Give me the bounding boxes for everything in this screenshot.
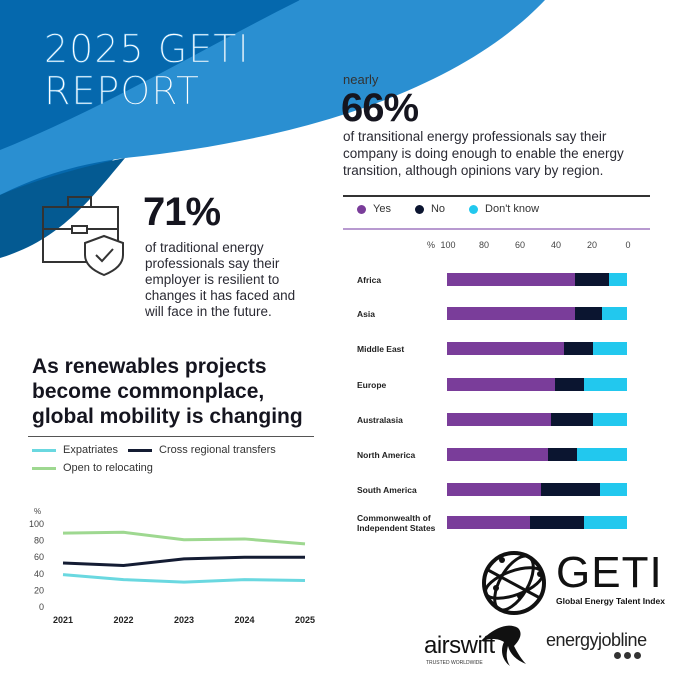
bar-segment-yes bbox=[447, 483, 541, 496]
airswift-logo: airswift bbox=[424, 632, 495, 659]
legend-dot-icon bbox=[414, 204, 424, 214]
geti-logo-text: GETI bbox=[556, 548, 663, 597]
bar-segment-no bbox=[574, 307, 602, 320]
axis-unit-label: % bbox=[427, 240, 436, 250]
energyjobline-icons bbox=[614, 652, 641, 659]
bar-segment-don-t-know bbox=[609, 273, 627, 286]
x-tick-label: 2022 bbox=[113, 615, 133, 625]
bar-segment-no bbox=[547, 448, 577, 461]
x-tick-label: 0 bbox=[625, 240, 631, 250]
airswift-bird-icon bbox=[480, 625, 526, 666]
bar-segment-don-t-know bbox=[592, 342, 627, 355]
bar-segment-no bbox=[564, 342, 593, 355]
legend-expatriates: Expatriates bbox=[32, 444, 118, 456]
category-label: South America bbox=[357, 485, 417, 495]
legend-label: Cross regional transfers bbox=[159, 444, 276, 456]
y-tick-label: 80 bbox=[34, 536, 44, 546]
x-tick-label: 100 bbox=[440, 240, 456, 250]
divider bbox=[28, 436, 314, 437]
stat-66-text: of transitional energy professionals say… bbox=[343, 129, 624, 178]
line-cross-regional-transfers bbox=[62, 555, 305, 567]
stat-71-value: 71% bbox=[143, 190, 221, 234]
legend-label: Open to relocating bbox=[63, 462, 153, 474]
bar-segment-don-t-know bbox=[583, 516, 627, 529]
category-label: Europe bbox=[357, 380, 387, 390]
stat-prefix: nearly bbox=[343, 72, 379, 87]
y-tick-label: 40 bbox=[34, 569, 44, 579]
line-open-to-relocating bbox=[62, 530, 306, 546]
legend-dot-icon bbox=[357, 204, 366, 214]
y-tick-label: 100 bbox=[29, 519, 44, 529]
bar-segment-don-t-know bbox=[592, 413, 627, 426]
bar-segment-don-t-know bbox=[600, 483, 627, 496]
bar-segment-no bbox=[551, 413, 593, 426]
category-label: North America bbox=[357, 450, 416, 460]
bar-segment-no bbox=[574, 273, 609, 286]
bar-segment-don-t-know bbox=[583, 378, 627, 391]
geti-globe-logo-icon bbox=[482, 551, 546, 615]
bar-segment-yes bbox=[447, 378, 555, 391]
divider bbox=[343, 228, 650, 230]
report-title: 2025 GETI REPORT bbox=[44, 27, 250, 113]
stat-66-value: 66% bbox=[341, 86, 419, 130]
x-tick-label: 2025 bbox=[295, 615, 315, 625]
x-tick-label: 2024 bbox=[234, 615, 254, 625]
legend-label: No bbox=[430, 203, 446, 215]
category-label: Middle East bbox=[357, 344, 405, 354]
legend-open-relocating: Open to relocating bbox=[32, 462, 153, 474]
legend-label: Expatriates bbox=[63, 444, 119, 456]
bar-segment-no bbox=[529, 516, 584, 529]
title-line-1: 2025 GETI bbox=[44, 27, 250, 71]
y-tick-label: 20 bbox=[34, 585, 44, 595]
category-label: Asia bbox=[357, 309, 375, 319]
bar-legend: Yes No Don't know bbox=[357, 203, 539, 215]
divider bbox=[343, 195, 650, 197]
airswift-tagline: TRUSTED WORLDWIDE bbox=[426, 660, 483, 666]
x-tick-label: 20 bbox=[586, 240, 597, 250]
x-tick-label: 40 bbox=[550, 240, 561, 250]
legend-label: Don't know bbox=[485, 203, 540, 215]
bar-segment-no bbox=[555, 378, 584, 391]
energy-icon bbox=[634, 652, 641, 659]
legend-swatch-icon bbox=[32, 448, 56, 452]
legend-no: No bbox=[414, 203, 446, 215]
mobility-line-chart: % 0 20 40 60 80 100 2021 2022 2023 2024 2025 bbox=[29, 507, 315, 625]
legend-dot-icon bbox=[469, 204, 479, 214]
bar-segment-don-t-know bbox=[601, 307, 627, 320]
legend-swatch-icon bbox=[32, 466, 56, 470]
category-label: Commonwealth of Independent States bbox=[357, 513, 436, 533]
category-label: Africa bbox=[357, 275, 382, 285]
bar-segment-yes bbox=[447, 307, 575, 320]
bar-segment-yes bbox=[447, 273, 575, 286]
y-unit-label: % bbox=[34, 507, 41, 516]
x-tick-label: 2021 bbox=[53, 615, 73, 625]
stat-71-text: of traditional energy professionals say … bbox=[145, 240, 296, 319]
bar-segment-no bbox=[540, 483, 600, 496]
x-tick-label: 60 bbox=[514, 240, 525, 250]
energyjobline-logo: energyjobline bbox=[546, 630, 647, 650]
title-line-2: REPORT bbox=[44, 69, 201, 113]
category-label: Australasia bbox=[357, 415, 403, 425]
bar-segment-yes bbox=[447, 413, 552, 426]
bar-segment-yes bbox=[447, 516, 530, 529]
x-tick-label: 80 bbox=[478, 240, 489, 250]
bar-segment-yes bbox=[447, 342, 564, 355]
legend-cross-regional: Cross regional transfers bbox=[128, 444, 276, 456]
briefcase-shield-check-icon bbox=[42, 196, 124, 277]
legend-label: Yes bbox=[373, 203, 391, 215]
legend-yes: Yes bbox=[357, 203, 391, 215]
geti-logo-subtitle: Global Energy Talent Index bbox=[556, 596, 665, 606]
bar-segment-don-t-know bbox=[576, 448, 627, 461]
bar-segment-yes bbox=[447, 448, 548, 461]
y-tick-label: 60 bbox=[34, 552, 44, 562]
energy-icon bbox=[614, 652, 621, 659]
energy-icon bbox=[624, 652, 631, 659]
line-expatriates bbox=[62, 573, 306, 584]
x-tick-label: 2023 bbox=[174, 615, 194, 625]
mobility-heading: As renewables projects become commonplac… bbox=[32, 355, 303, 428]
legend-dont-know: Don't know bbox=[469, 203, 539, 215]
y-tick-label: 0 bbox=[39, 602, 44, 612]
legend-swatch-icon bbox=[128, 448, 152, 452]
